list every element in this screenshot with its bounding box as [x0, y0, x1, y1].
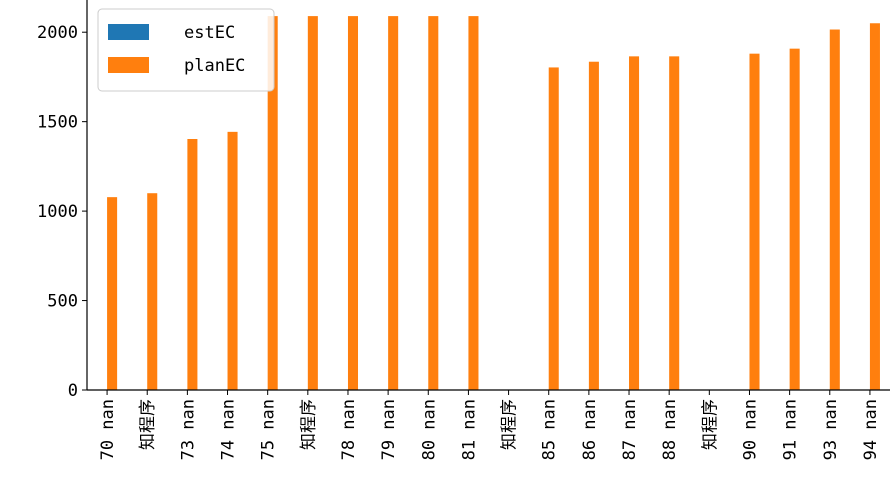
x-tick-label: 86 nan — [580, 399, 600, 460]
bar-planEC-2 — [187, 139, 198, 390]
bar-planEC-9 — [468, 16, 479, 390]
x-tick-label: 87 nan — [620, 399, 640, 460]
x-tick-label: 88 nan — [660, 399, 680, 460]
y-tick-label: 1000 — [37, 202, 78, 222]
legend: estEC planEC — [97, 8, 275, 92]
bar-planEC-19 — [869, 23, 880, 390]
bar-planEC-6 — [347, 16, 359, 390]
legend-box — [97, 8, 275, 92]
bar-planEC-3 — [227, 131, 238, 390]
x-tick-label: 75 nan — [259, 399, 279, 460]
x-tick-label: 知程序 — [299, 399, 319, 450]
y-tick-label: 1500 — [37, 113, 78, 133]
bar-planEC-12 — [588, 61, 599, 390]
y-tick-label: 2000 — [37, 23, 78, 43]
x-axis: 70 nan 知程序 73 nan 74 nan 75 nan 知程序 78 nan 79 n… — [87, 389, 890, 460]
x-tick-label: 85 nan — [540, 399, 560, 460]
bar-planEC-4 — [267, 16, 278, 390]
x-tick-label: 74 nan — [219, 399, 239, 460]
bar-planEC-7 — [388, 16, 399, 390]
bar-planEC-5 — [307, 16, 318, 390]
x-tick-label: 94 nan — [861, 399, 881, 460]
x-tick-label: 知程序 — [138, 399, 158, 450]
x-tick-label: 知程序 — [700, 399, 720, 450]
bar-planEC-0 — [107, 197, 118, 390]
y-axis: 0 500 1000 1500 2000 — [37, 0, 88, 401]
x-tick-label: 78 nan — [339, 399, 359, 460]
bar-planEC-11 — [548, 67, 559, 390]
bar-planEC-14 — [669, 56, 680, 390]
x-tick-label: 90 nan — [740, 399, 760, 460]
x-tick-label: 70 nan — [98, 399, 118, 460]
x-tick-label: 81 nan — [459, 399, 479, 460]
bar-planEC-13 — [629, 56, 640, 390]
x-tick-label: 91 nan — [781, 399, 801, 460]
bar-planEC-16 — [749, 53, 760, 391]
y-tick-label: 500 — [47, 292, 78, 312]
y-tick-label: 0 — [68, 381, 78, 401]
bar-planEC-8 — [428, 16, 439, 390]
legend-swatch-estEC — [108, 24, 149, 40]
bar-planEC-18 — [829, 29, 840, 391]
legend-label-estEC: estEC — [184, 23, 235, 43]
x-tick-label: 73 nan — [178, 399, 198, 460]
x-tick-label: 80 nan — [419, 399, 439, 460]
x-tick-label: 79 nan — [379, 399, 399, 460]
legend-swatch-planEC — [108, 57, 149, 73]
bar-planEC-17 — [789, 48, 800, 390]
x-tick-label: 知程序 — [500, 399, 520, 450]
legend-label-planEC: planEC — [184, 56, 245, 76]
x-tick-label: 93 nan — [821, 399, 841, 460]
bar-planEC-1 — [147, 193, 158, 390]
bars — [107, 16, 880, 391]
